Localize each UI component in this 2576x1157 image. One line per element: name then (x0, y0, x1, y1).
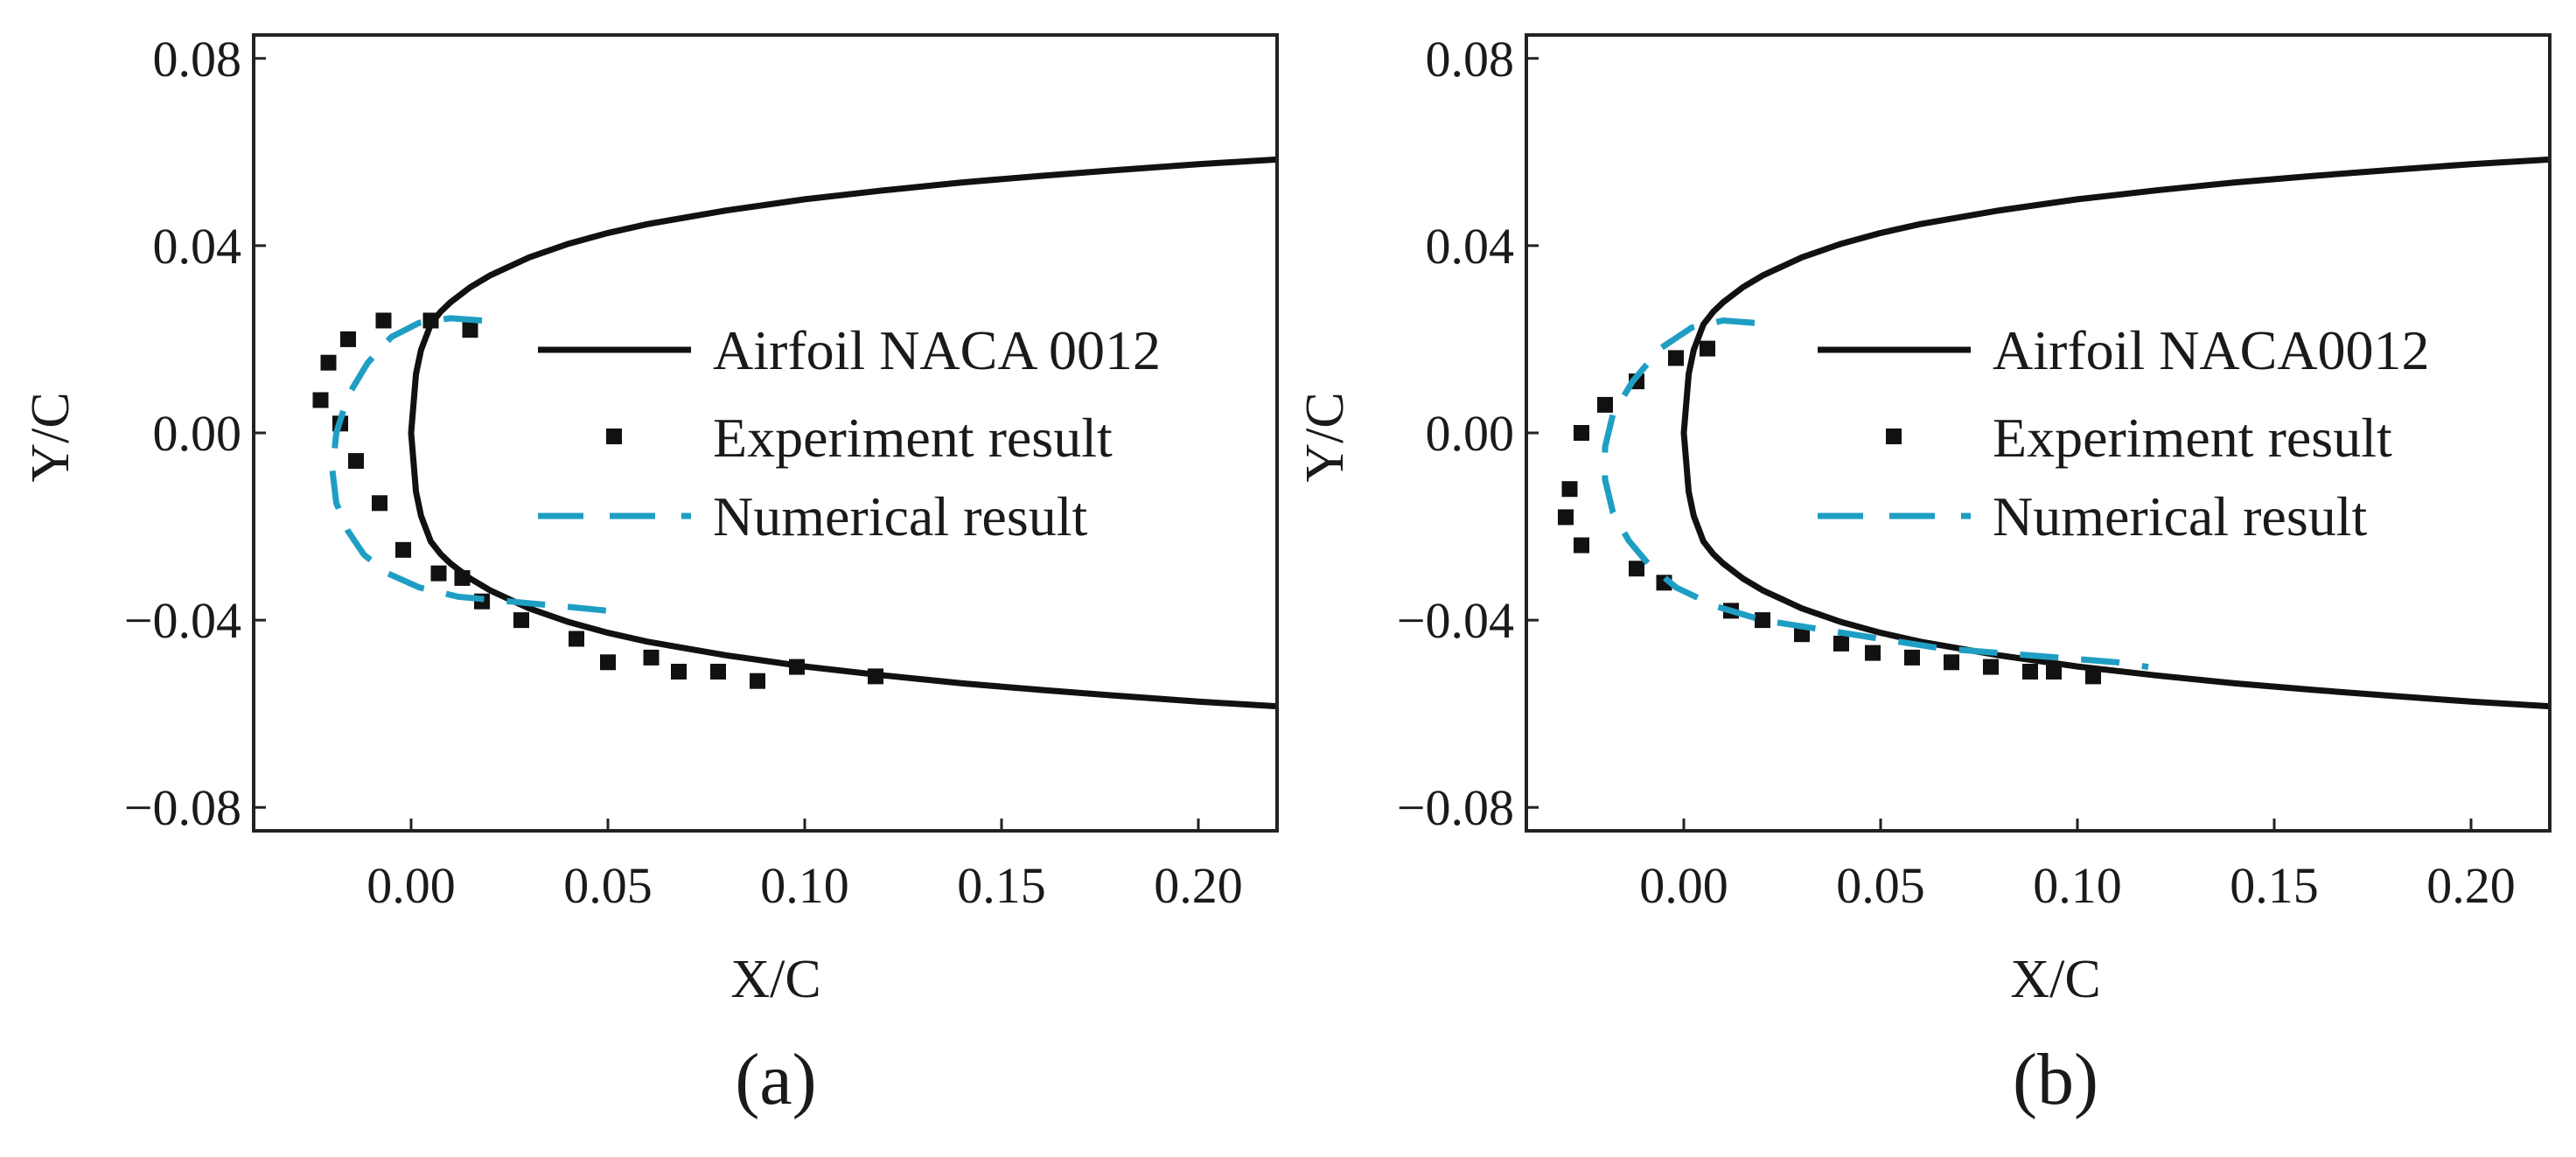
y-tick-label: 0.00 (1426, 405, 1515, 462)
experiment-point (2085, 668, 2101, 685)
y-tick-label: −0.04 (124, 592, 241, 649)
experiment-point (312, 392, 329, 408)
experiment-point (320, 354, 337, 371)
experiment-point (600, 654, 616, 671)
experiment-point (789, 659, 805, 675)
experiment-point (422, 312, 439, 329)
experiment-point (1574, 425, 1589, 441)
y-tick-label: −0.08 (1397, 779, 1514, 836)
x-tick-label: 0.10 (760, 857, 849, 914)
x-tick-label: 0.10 (2033, 857, 2122, 914)
experiment-point (1944, 654, 1959, 671)
y-axis-label: Y/C (1295, 392, 1355, 482)
panel-a: 0.00 0.05 0.10 0.15 0.20 0.08 0.04 0.00 −0.04 −0.… (21, 31, 1279, 1120)
experiment-point (1794, 626, 1810, 643)
legend: Airfoil NACA 0012 Experiment result Nume… (538, 319, 1161, 547)
experiment-point (1629, 561, 1644, 577)
y-tick-label: −0.04 (1397, 592, 1514, 649)
experiment-point (1558, 509, 1574, 526)
experiment-point (569, 631, 584, 647)
experiment-point (372, 495, 387, 512)
experiment-point (1833, 635, 1849, 652)
x-tick-label: 0.20 (1154, 857, 1243, 914)
experiment-point (1904, 649, 1920, 666)
experiment-point (671, 664, 687, 680)
series-line-airfoil-naca0012 (1680, 156, 2550, 710)
x-tick-label: 0.15 (957, 857, 1046, 914)
experiment-point (1597, 396, 1613, 413)
legend-swatch-experiment (1886, 429, 1902, 444)
x-axis-label: X/C (730, 950, 820, 1009)
experiment-point (454, 569, 471, 586)
legend: Airfoil NACA0012 Experiment result Numer… (1818, 319, 2430, 547)
legend-label-experiment: Experiment result (1993, 407, 2392, 469)
x-tick-label: 0.05 (563, 857, 653, 914)
experiment-point (1983, 659, 1999, 675)
legend-swatch-experiment (606, 429, 622, 444)
x-tick-label: 0.00 (367, 857, 456, 914)
y-tick-label: 0.00 (153, 405, 242, 462)
experiment-point (2022, 664, 2038, 680)
experiment-point (1700, 340, 1715, 357)
x-tick-label: 0.15 (2230, 857, 2319, 914)
experiment-point (1755, 612, 1770, 629)
y-tick-label: −0.08 (124, 779, 241, 836)
y-axis-label: Y/C (21, 392, 80, 482)
series-line-airfoil-naca-0012 (408, 156, 1277, 710)
experiment-point (1574, 537, 1589, 554)
experiment-point (513, 612, 529, 629)
experiment-point (348, 453, 364, 470)
panel-label: (b) (2013, 1039, 2098, 1120)
experiment-point (395, 541, 411, 558)
series-line-numerical-result (329, 315, 609, 614)
x-tick-label: 0.20 (2426, 857, 2516, 914)
experiment-point (340, 331, 356, 347)
x-tick-label: 0.00 (1639, 857, 1728, 914)
experiment-point (375, 312, 392, 329)
experiment-point (430, 565, 447, 582)
experiment-point (750, 673, 765, 689)
x-tick-label: 0.05 (1836, 857, 1925, 914)
legend-label-airfoil: Airfoil NACA0012 (1993, 319, 2430, 381)
legend-label-numerical: Numerical result (1993, 485, 2368, 547)
plot-area: 0.00 0.05 0.10 0.15 0.20 0.08 0.04 0.00 −0.04 −0.… (124, 31, 1279, 914)
experiment-point (1865, 645, 1881, 661)
experiment-point (710, 664, 726, 680)
experiment-point (462, 322, 478, 338)
series-group (312, 156, 1277, 710)
y-tick-label: 0.08 (153, 31, 242, 87)
experiment-point (1561, 481, 1578, 498)
series-group (1558, 156, 2550, 710)
experiment-point (868, 668, 883, 685)
x-axis-label: X/C (2010, 950, 2100, 1009)
y-tick-label: 0.04 (1426, 218, 1515, 275)
y-tick-label: 0.04 (153, 218, 242, 275)
legend-label-airfoil: Airfoil NACA 0012 (713, 319, 1161, 381)
y-tick-label: 0.08 (1426, 31, 1515, 87)
legend-label-numerical: Numerical result (713, 485, 1088, 547)
panel-b: 0.00 0.05 0.10 0.15 0.20 0.08 0.04 0.00 −0.04 −0.… (1295, 31, 2552, 1120)
legend-label-experiment: Experiment result (713, 407, 1113, 469)
experiment-point (2046, 664, 2062, 680)
panel-label: (a) (735, 1039, 816, 1120)
plot-area: 0.00 0.05 0.10 0.15 0.20 0.08 0.04 0.00 −0.04 −0.… (1397, 31, 2552, 914)
series-line-numerical-result (1602, 317, 2149, 671)
experiment-point (643, 649, 660, 666)
experiment-point (1668, 350, 1684, 366)
